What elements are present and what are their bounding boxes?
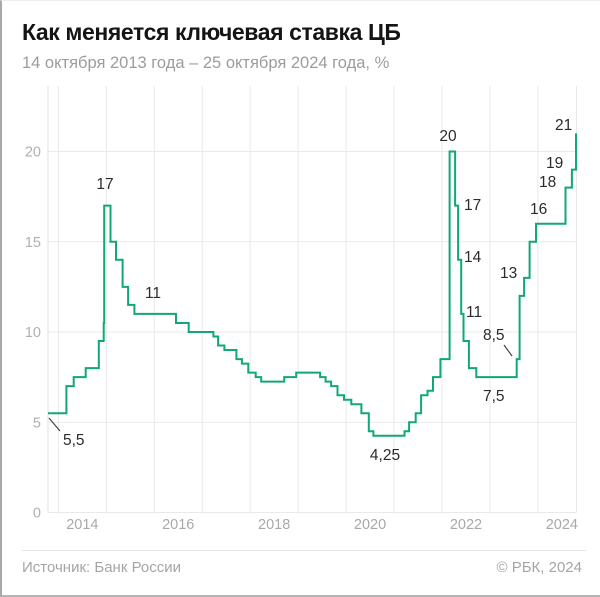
copyright-label: © РБК, 2024 — [496, 559, 582, 576]
footer-divider — [22, 550, 586, 551]
y-axis-label: 0 — [33, 506, 41, 522]
data-label: 19 — [546, 155, 563, 172]
x-axis-label: 2022 — [450, 517, 482, 533]
footer: Источник: Банк России © РБК, 2024 — [22, 559, 582, 576]
data-label: 7,5 — [483, 388, 505, 405]
data-label: 20 — [439, 128, 457, 145]
chart-subtitle: 14 октября 2013 года – 25 октября 2024 г… — [22, 54, 390, 72]
x-axis-label: 2018 — [258, 517, 290, 533]
data-label: 18 — [539, 174, 556, 191]
data-label: 11 — [145, 285, 161, 302]
y-axis-label: 15 — [25, 235, 41, 251]
y-axis-label: 20 — [25, 145, 41, 161]
data-label: 16 — [530, 201, 547, 218]
rate-step-line — [48, 133, 577, 437]
data-label: 21 — [555, 117, 572, 134]
data-label: 17 — [464, 197, 481, 214]
data-label: 14 — [464, 249, 482, 266]
page-title: Как меняется ключевая ставка ЦБ — [22, 19, 401, 45]
annotation-pointer — [48, 417, 61, 432]
x-axis-label: 2024 — [546, 517, 578, 533]
data-label: 17 — [96, 176, 113, 193]
x-axis-label: 2016 — [162, 517, 194, 533]
data-label: 8,5 — [483, 327, 505, 344]
data-label: 4,25 — [370, 447, 400, 464]
source-label: Источник: Банк России — [22, 559, 182, 576]
data-label: 11 — [466, 304, 482, 321]
y-axis-label: 10 — [25, 325, 41, 341]
data-label: 5,5 — [63, 432, 85, 449]
x-axis-label: 2020 — [354, 517, 386, 533]
x-axis-label: 2014 — [66, 517, 98, 533]
y-axis-label: 5 — [33, 415, 41, 431]
data-label: 13 — [500, 265, 517, 282]
annotation-pointer — [503, 344, 513, 357]
